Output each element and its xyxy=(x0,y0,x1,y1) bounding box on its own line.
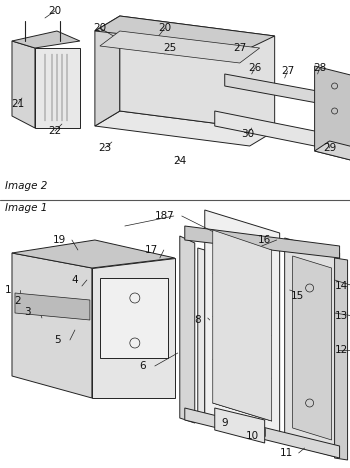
Polygon shape xyxy=(95,16,120,126)
Polygon shape xyxy=(185,408,340,458)
Text: 26: 26 xyxy=(248,63,261,73)
Text: 30: 30 xyxy=(241,129,254,139)
Text: 7: 7 xyxy=(167,211,173,221)
Text: 12: 12 xyxy=(335,345,348,355)
Text: 17: 17 xyxy=(145,245,159,255)
Polygon shape xyxy=(35,48,80,128)
Text: 27: 27 xyxy=(281,66,294,76)
Polygon shape xyxy=(285,238,339,458)
Text: 1: 1 xyxy=(5,285,11,295)
Text: 20: 20 xyxy=(158,23,172,33)
Polygon shape xyxy=(12,41,35,128)
Polygon shape xyxy=(100,278,168,358)
Text: 20: 20 xyxy=(48,6,62,16)
Polygon shape xyxy=(225,74,345,108)
Text: 23: 23 xyxy=(98,143,112,153)
Text: 4: 4 xyxy=(72,275,78,285)
Text: 21: 21 xyxy=(11,99,25,109)
Text: 19: 19 xyxy=(53,235,66,245)
Text: 20: 20 xyxy=(93,23,106,33)
Text: 11: 11 xyxy=(280,448,293,458)
Polygon shape xyxy=(15,293,90,320)
Polygon shape xyxy=(95,16,275,48)
Polygon shape xyxy=(185,226,340,258)
Polygon shape xyxy=(215,111,340,151)
Polygon shape xyxy=(120,16,275,131)
Text: 18: 18 xyxy=(155,211,168,221)
Polygon shape xyxy=(100,31,260,63)
Polygon shape xyxy=(335,258,348,460)
Text: 3: 3 xyxy=(25,307,31,317)
Text: 28: 28 xyxy=(313,63,326,73)
Polygon shape xyxy=(315,66,350,161)
Polygon shape xyxy=(198,248,205,420)
Text: 22: 22 xyxy=(48,126,62,136)
Polygon shape xyxy=(315,141,350,161)
Text: 29: 29 xyxy=(323,143,336,153)
Polygon shape xyxy=(213,230,272,421)
Text: 14: 14 xyxy=(335,281,348,291)
Text: 27: 27 xyxy=(233,43,246,53)
Text: 13: 13 xyxy=(335,311,348,321)
Text: Image 2: Image 2 xyxy=(5,181,47,191)
Polygon shape xyxy=(12,31,80,48)
Text: 5: 5 xyxy=(55,335,61,345)
Text: Image 1: Image 1 xyxy=(5,203,47,213)
Polygon shape xyxy=(293,256,331,440)
Polygon shape xyxy=(205,210,280,440)
Text: 16: 16 xyxy=(258,235,271,245)
Polygon shape xyxy=(12,240,175,268)
Polygon shape xyxy=(215,408,265,443)
Text: 8: 8 xyxy=(195,315,201,325)
Polygon shape xyxy=(12,253,92,398)
Text: 25: 25 xyxy=(163,43,176,53)
Text: 24: 24 xyxy=(173,156,187,166)
Text: 2: 2 xyxy=(15,296,21,306)
Text: 6: 6 xyxy=(140,361,146,371)
Polygon shape xyxy=(180,236,195,423)
Text: 10: 10 xyxy=(246,431,259,441)
Text: 15: 15 xyxy=(291,291,304,301)
Polygon shape xyxy=(92,258,175,398)
Polygon shape xyxy=(95,111,275,146)
Text: 9: 9 xyxy=(222,418,228,428)
